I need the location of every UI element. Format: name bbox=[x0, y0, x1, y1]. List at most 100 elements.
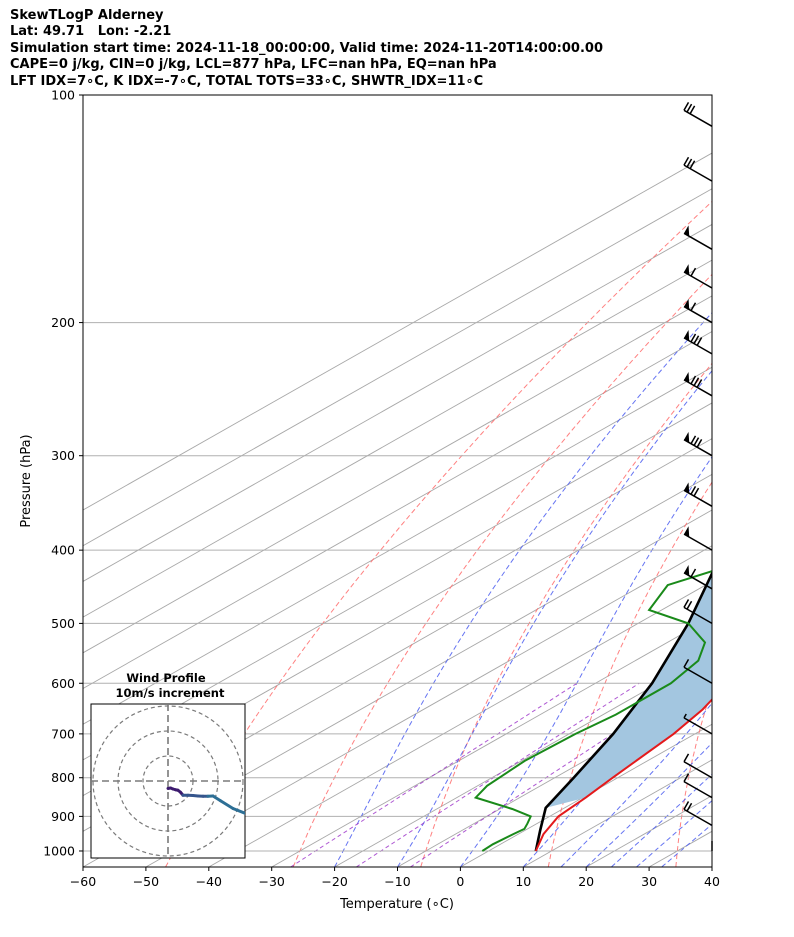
hodograph-segment bbox=[231, 807, 245, 815]
x-tick-label: 10 bbox=[515, 874, 531, 889]
barb-pennant bbox=[684, 329, 690, 341]
y-tick-label: 800 bbox=[51, 770, 75, 785]
barb-pennant bbox=[684, 431, 690, 443]
wind-barb bbox=[683, 482, 713, 507]
barb-pennant bbox=[684, 225, 690, 237]
wind-barb bbox=[683, 526, 713, 551]
y-tick-label: 200 bbox=[51, 315, 75, 330]
barb-flag bbox=[690, 375, 697, 385]
y-axis-label: Pressure (hPa) bbox=[19, 434, 34, 527]
barb-staff bbox=[683, 572, 713, 590]
x-tick-label: −50 bbox=[133, 874, 159, 889]
wind-barb bbox=[683, 801, 713, 827]
x-axis-label: Temperature (∘C) bbox=[339, 897, 454, 912]
hodograph-increment-label: 10m/s increment bbox=[116, 686, 225, 700]
cin-shading bbox=[545, 573, 712, 808]
moist-adiabat-line bbox=[522, 610, 712, 867]
temperature-line bbox=[534, 698, 712, 852]
simulation-times: Simulation start time: 2024-11-18_00:00:… bbox=[10, 40, 603, 56]
barb-flag bbox=[686, 802, 693, 812]
barb-flag bbox=[683, 102, 690, 111]
isotherm-line bbox=[83, 188, 712, 547]
barb-flag bbox=[689, 105, 696, 115]
isotherm-line bbox=[83, 295, 712, 654]
x-tick-label: −20 bbox=[321, 874, 347, 889]
barb-staff bbox=[683, 606, 713, 625]
moist-adiabat-line bbox=[397, 370, 712, 867]
x-tick-label: −40 bbox=[196, 874, 222, 889]
wind-barb bbox=[683, 773, 713, 799]
isotherm-line bbox=[83, 509, 712, 867]
location-coordinates: Lat: 49.71 Lon: -2.21 bbox=[10, 24, 172, 40]
isotherm-line bbox=[648, 830, 712, 867]
barb-flag bbox=[693, 335, 700, 344]
isotherm-line bbox=[208, 580, 712, 867]
cape-cin-area bbox=[545, 573, 712, 808]
wind-barb bbox=[683, 599, 713, 625]
dry-adiabat-line bbox=[292, 273, 712, 867]
isotherm-line bbox=[397, 687, 712, 867]
dry-adiabat-line bbox=[675, 686, 712, 867]
barb-staff bbox=[683, 666, 713, 684]
x-tick-label: 0 bbox=[456, 874, 464, 889]
barb-flag bbox=[683, 753, 690, 763]
y-tick-label: 100 bbox=[51, 88, 75, 103]
barb-flag bbox=[690, 333, 697, 343]
barb-flag bbox=[683, 773, 690, 782]
isotherm-line bbox=[271, 616, 712, 867]
barb-flag bbox=[693, 487, 700, 497]
barb-pennant bbox=[684, 526, 690, 538]
barb-staff bbox=[683, 780, 713, 799]
isotherm-line bbox=[145, 545, 712, 867]
wind-barb bbox=[683, 371, 713, 397]
wind-barb bbox=[683, 102, 713, 127]
barb-flag bbox=[683, 599, 690, 608]
hodograph-inset: Wind Profile 10m/s increment bbox=[90, 671, 266, 859]
barb-flag bbox=[690, 267, 697, 277]
barb-staff bbox=[683, 109, 713, 127]
barb-flag bbox=[683, 713, 687, 719]
stability-parameters: CAPE=0 j/kg, CIN=0 j/kg, LCL=877 hPa, LF… bbox=[10, 57, 497, 73]
isotherm-line bbox=[711, 866, 712, 867]
x-tick-label: 30 bbox=[641, 874, 657, 889]
barb-flag bbox=[683, 156, 690, 166]
barb-flag bbox=[693, 377, 700, 386]
isotherm-line bbox=[523, 759, 712, 867]
y-tick-label: 1000 bbox=[43, 843, 75, 858]
sounding-traces bbox=[473, 570, 712, 852]
moist-adiabat-line bbox=[560, 702, 712, 867]
x-tick-label: 40 bbox=[704, 874, 720, 889]
barb-staff bbox=[683, 717, 713, 735]
isotherm-line bbox=[83, 259, 712, 618]
barb-pennant bbox=[684, 482, 690, 494]
isotherm-line bbox=[83, 152, 712, 511]
barb-staff bbox=[683, 164, 713, 182]
hodograph-segment bbox=[248, 815, 266, 822]
barb-flag bbox=[690, 486, 697, 495]
x-tick-label: −10 bbox=[384, 874, 410, 889]
wind-barb bbox=[683, 659, 713, 684]
wind-barb bbox=[683, 225, 713, 250]
barb-pennant bbox=[684, 264, 690, 275]
hodograph-title: Wind Profile bbox=[126, 671, 206, 685]
hodograph-plot bbox=[91, 704, 266, 858]
barb-flag bbox=[696, 379, 703, 388]
wind-barb bbox=[683, 298, 713, 324]
hodograph-segment bbox=[219, 799, 235, 810]
moist-adiabat-line bbox=[460, 455, 712, 867]
wind-barb bbox=[683, 753, 713, 779]
y-tick-label: 500 bbox=[51, 616, 75, 631]
barb-flag bbox=[696, 337, 703, 346]
wind-barb bbox=[683, 329, 713, 355]
x-tick-label: 20 bbox=[578, 874, 594, 889]
dry-adiabat-line bbox=[547, 481, 712, 867]
barb-pennant bbox=[684, 564, 690, 576]
barb-pennant bbox=[684, 298, 690, 310]
dry-adiabat-line bbox=[165, 200, 712, 867]
barb-flag bbox=[690, 435, 697, 445]
x-tick-label: −60 bbox=[70, 874, 96, 889]
barb-flag bbox=[683, 659, 690, 668]
barb-staff bbox=[683, 808, 713, 827]
barb-flag bbox=[683, 801, 690, 810]
